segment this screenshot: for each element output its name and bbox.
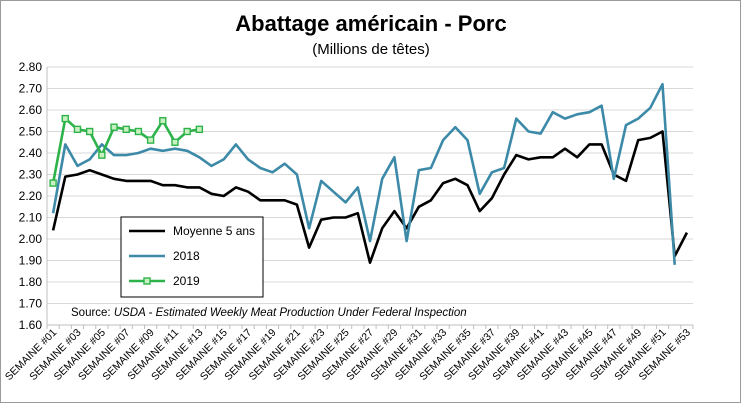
series-layer [49,82,689,265]
data-point [134,127,143,136]
y-tick-label: 2.50 [19,125,43,139]
legend-label: 2018 [173,249,200,263]
y-tick-label: 1.90 [19,254,43,268]
y-tick-label: 2.70 [19,82,43,96]
data-point [171,138,179,146]
data-point [110,123,118,131]
y-tick-label: 1.70 [19,297,43,311]
legend: Moyenne 5 ans 2018 2019 [120,216,264,298]
data-point [122,125,130,134]
y-tick-label: 2.40 [19,146,43,160]
data-point [146,136,155,144]
data-point [73,125,82,134]
data-point [85,127,94,136]
series-3 [49,114,204,187]
series-line [51,82,676,265]
y-tick-label: 1.80 [19,275,43,289]
axis-layer: 1.60 1.70 1.80 1.90 2.00 2.10 2.20 2.30 2.40 2.50… [3,60,694,383]
source-prefix: Source: [71,307,114,319]
data-point [183,127,191,136]
data-point [61,114,69,123]
y-tick-label: 2.00 [19,232,43,246]
legend-marker [143,277,151,285]
chart-subtitle: (Millions de têtes) [312,41,430,58]
y-tick-label: 2.80 [19,60,43,74]
series-2 [51,82,676,265]
data-point [98,151,106,159]
y-tick-label: 1.60 [19,318,43,332]
data-point [195,125,204,134]
source-note: Source: USDA - Estimated Weekly Meat Pro… [71,307,467,319]
legend-label: Moyenne 5 ans [173,224,255,238]
y-tick-label: 2.30 [19,168,43,182]
data-point [159,117,167,125]
y-tick-label: 2.20 [19,189,43,203]
y-tick-label: 2.60 [19,103,43,117]
y-tick-label: 2.10 [19,211,43,225]
chart-title: Abattage américain - Porc [235,11,506,36]
series-1 [51,130,689,265]
legend-label: 2019 [173,274,200,288]
source-text: USDA - Estimated Weekly Meat Production … [114,307,467,319]
data-point [49,179,57,187]
series-line [51,130,689,265]
